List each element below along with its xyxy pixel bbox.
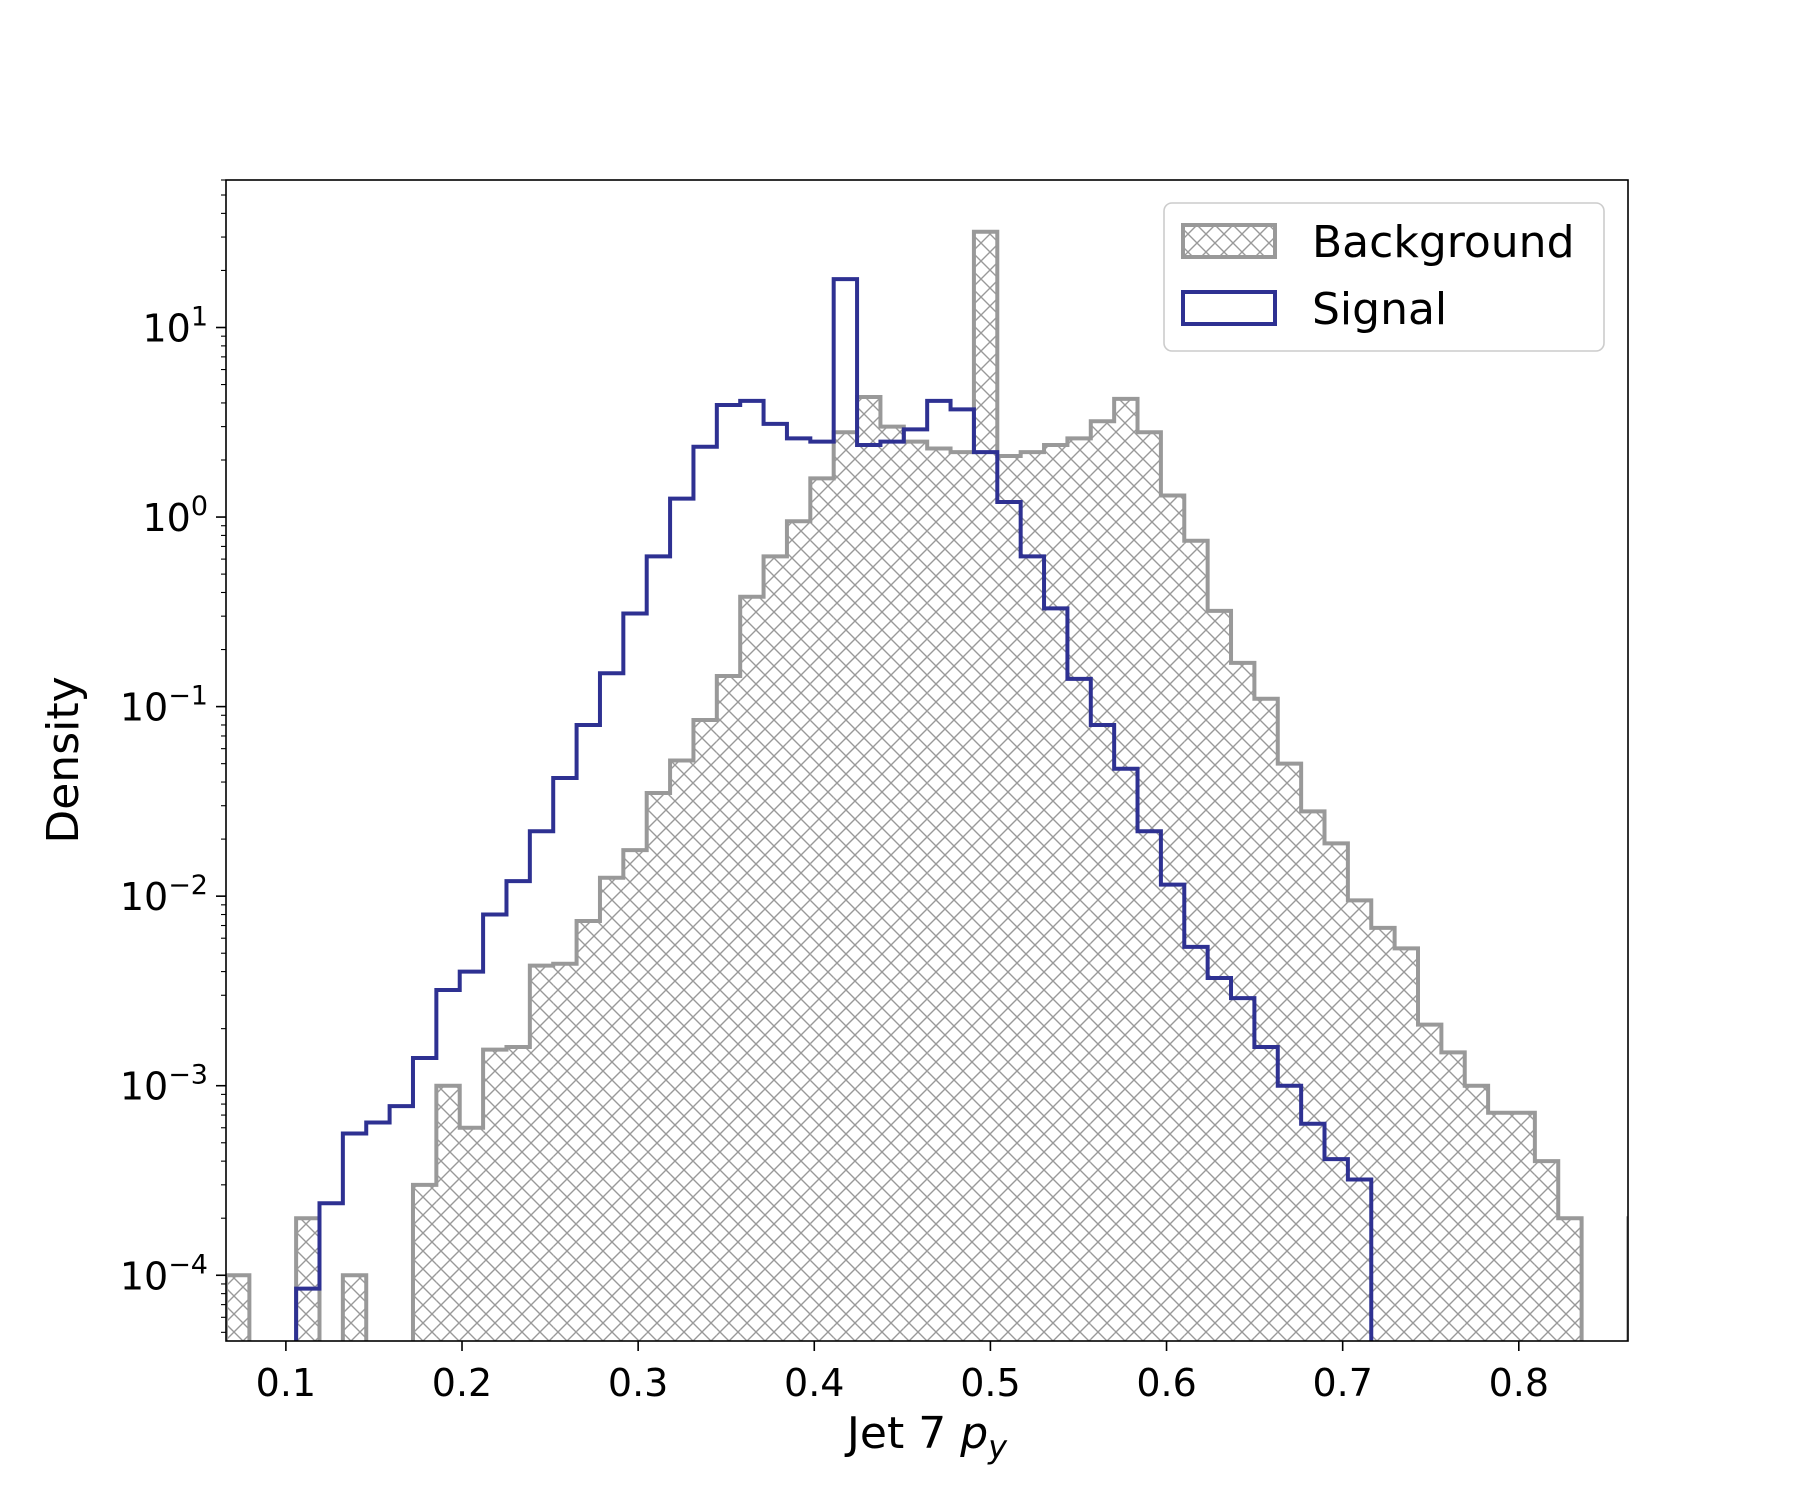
background-bar: [716, 676, 741, 1341]
background-bar: [880, 426, 904, 1341]
x-tick-label: 0.5: [960, 1361, 1020, 1405]
background-bar: [810, 478, 834, 1341]
background-bar: [1254, 698, 1278, 1341]
background-bar: [1114, 398, 1138, 1341]
x-tick-label: 0.6: [1136, 1361, 1196, 1405]
signal-series-line: [294, 277, 1374, 1341]
x-tick-label: 0.8: [1489, 1361, 1549, 1405]
background-bar: [903, 441, 928, 1341]
background-bar: [973, 231, 998, 1341]
background-bar: [950, 452, 974, 1341]
y-tick-label: 10−3: [120, 1060, 208, 1109]
background-bar: [296, 1218, 320, 1341]
background-bar: [740, 596, 764, 1341]
background-bar: [599, 877, 624, 1341]
background-bar: [997, 455, 1021, 1341]
background-bar: [1044, 444, 1068, 1341]
y-tick-label: 100: [142, 491, 208, 540]
background-bar: [1488, 1112, 1512, 1341]
y-tick-label: 10−2: [120, 870, 208, 919]
background-bar: [1324, 843, 1348, 1341]
x-axis-label: Jet 7 py: [844, 1408, 1008, 1466]
y-tick-label: 10−1: [120, 681, 208, 730]
legend: Background Signal: [1163, 202, 1605, 352]
background-bar: [1347, 900, 1372, 1341]
background-bar: [623, 850, 647, 1341]
x-tick-label: 0.4: [784, 1361, 844, 1405]
legend-swatch-background: [1181, 223, 1277, 259]
background-bar: [646, 793, 671, 1341]
x-axis-label-subscript: y: [987, 1428, 1008, 1466]
background-bar: [1231, 662, 1255, 1341]
background-bar: [1184, 540, 1208, 1341]
background-bar: [1558, 1218, 1582, 1341]
background-bar: [1628, 1218, 1651, 1391]
background-bar: [1394, 948, 1418, 1341]
background-bar: [1277, 763, 1302, 1341]
background-bar: [857, 396, 881, 1341]
background-bar: [1160, 495, 1185, 1341]
background-bar: [693, 719, 717, 1341]
background-bar: [1090, 421, 1115, 1341]
legend-label-background: Background: [1312, 217, 1575, 268]
background-bar: [1511, 1112, 1535, 1341]
background-bar: [553, 963, 577, 1341]
background-bar: [670, 760, 694, 1341]
background-bar: [436, 1085, 460, 1341]
x-tick-label: 0.3: [608, 1361, 668, 1405]
y-tick-label: 101: [142, 302, 208, 351]
background-bar: [226, 1275, 250, 1341]
legend-label-signal: Signal: [1312, 284, 1447, 335]
background-bar: [927, 448, 951, 1341]
background-bar: [1020, 452, 1045, 1341]
x-tick-label: 0.2: [432, 1361, 492, 1405]
background-bar: [1207, 610, 1232, 1341]
legend-swatch-signal: [1181, 290, 1277, 326]
background-bar: [1301, 811, 1325, 1341]
background-bar: [412, 1184, 437, 1341]
x-axis-label-math: p: [959, 1408, 988, 1459]
background-bar: [1464, 1085, 1489, 1341]
plot-area: [226, 229, 1651, 1391]
background-bar: [1137, 432, 1161, 1341]
y-tick-label: 10−4: [120, 1249, 208, 1298]
background-bar: [833, 432, 858, 1341]
background-bar: [576, 920, 600, 1341]
background-bar: [506, 1047, 530, 1341]
background-bar: [342, 1275, 367, 1341]
background-series-outline: [226, 229, 1628, 1341]
x-axis-label-text: Jet 7: [844, 1408, 946, 1459]
background-series: [226, 231, 1651, 1391]
background-bar: [1534, 1161, 1559, 1341]
x-tick-label: 0.1: [256, 1361, 316, 1405]
x-axis: 0.1 0.2 0.3 0.4 0.5 0.6 0.7 0.8: [256, 1341, 1549, 1405]
background-bar: [459, 1127, 484, 1341]
y-axis-label: Density: [38, 676, 89, 843]
background-bar: [1067, 438, 1091, 1341]
y-axis: 10−4 10−3 10−2 10−1 100 101: [120, 179, 226, 1333]
background-bar: [763, 556, 787, 1341]
x-tick-label: 0.7: [1312, 1361, 1372, 1405]
background-bar: [1441, 1052, 1465, 1341]
background-bar: [1417, 1024, 1442, 1341]
background-bar: [786, 521, 811, 1341]
background-bar: [1371, 927, 1395, 1341]
plot-frame: [225, 179, 1629, 1342]
background-bar: [529, 965, 554, 1341]
background-bar: [483, 1049, 507, 1341]
